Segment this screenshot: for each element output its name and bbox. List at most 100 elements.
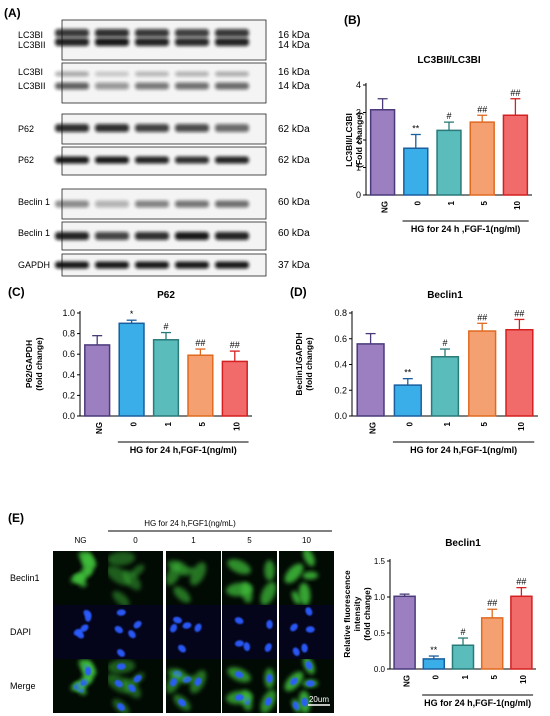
blot-band <box>135 200 169 208</box>
cell-cytoplasm <box>173 586 191 603</box>
bar <box>436 129 462 196</box>
blot-band <box>175 29 209 37</box>
blot-protein-label: Beclin 1 <box>18 228 50 238</box>
blot-band <box>135 71 169 77</box>
blot-band <box>95 71 129 77</box>
blot-kda-label: 60 kDa <box>278 228 310 239</box>
cell-cytoplasm <box>166 563 182 586</box>
bar <box>451 644 475 670</box>
micrograph-tile <box>53 605 108 659</box>
category-label: 10 <box>233 421 242 430</box>
significance-mark: ## <box>510 88 520 98</box>
micrograph-background <box>108 605 163 659</box>
category-label: 0 <box>432 674 441 679</box>
bar <box>469 121 495 196</box>
blot-band <box>175 82 209 90</box>
y-tick-label: 1.0 <box>62 308 75 318</box>
blot-band <box>95 261 129 269</box>
micrograph-tile <box>222 605 277 659</box>
cell-nucleus <box>84 666 92 676</box>
cell-nucleus <box>292 701 300 711</box>
cell-nucleus <box>194 623 202 633</box>
micrograph-tile <box>108 605 163 659</box>
significance-mark: ** <box>404 368 412 378</box>
y-axis-label: (fold change) <box>304 337 314 391</box>
blot-band <box>55 71 89 77</box>
cell-nucleus <box>305 626 315 633</box>
blot-band <box>135 261 169 269</box>
blot-band <box>95 38 129 46</box>
significance-mark: ## <box>516 577 526 587</box>
bar <box>221 360 248 417</box>
y-tick-label: 0.8 <box>334 308 347 318</box>
cell-cytoplasm <box>189 562 207 586</box>
blot-protein-label: GAPDH <box>18 260 50 270</box>
cell-nucleus <box>114 679 123 688</box>
bar <box>369 109 396 196</box>
y-axis-label: (Fold change) <box>354 112 364 168</box>
x-axis-label: HG for 24 h,FGF-1(ng/ml) <box>130 445 237 455</box>
cell-cytoplasm <box>226 582 253 597</box>
micrograph-tile <box>166 551 221 605</box>
blot-protein-label: LC3BII <box>18 81 46 91</box>
panel-label-a: (A) <box>4 6 21 20</box>
blot-band <box>55 38 89 46</box>
category-label: NG <box>95 422 104 434</box>
category-label: 5 <box>480 421 489 426</box>
blot-band <box>215 71 249 77</box>
y-axis-label: intensity <box>352 596 362 631</box>
micrograph-tile <box>108 551 163 605</box>
micrograph-tile <box>222 551 277 605</box>
y-tick-label: 1 <box>356 163 361 173</box>
blot-band <box>95 29 129 37</box>
panel-label-b: (B) <box>344 13 361 27</box>
y-tick-label: 0.0 <box>374 665 386 674</box>
bar <box>502 114 529 196</box>
blot-band <box>95 156 129 164</box>
significance-mark: ** <box>430 645 438 655</box>
blot-band <box>135 82 169 90</box>
cell-nucleus <box>234 617 244 625</box>
cell-cytoplasm <box>130 564 145 577</box>
bar <box>422 658 446 670</box>
significance-mark: # <box>446 111 451 121</box>
cell-nucleus <box>116 609 126 616</box>
cell-nucleus <box>264 697 272 706</box>
micrograph-tile <box>279 551 334 605</box>
cell-nucleus <box>234 671 244 679</box>
cell-nucleus <box>170 623 178 633</box>
blot-4: P62 62 kDa <box>18 146 310 176</box>
blot-band <box>135 124 169 132</box>
cell-nucleus <box>194 677 202 687</box>
western-blot-panel: LC3BI 16 kDa LC3BII 14 kDa LC3BI 16 kDa LC3BII… <box>18 19 310 277</box>
blot-kda-label: 16 kDa <box>278 67 310 78</box>
y-tick-label: 4 <box>356 80 361 90</box>
blot-band <box>55 200 89 208</box>
category-label: 5 <box>480 200 489 205</box>
blot-7: GAPDH 37 kDa <box>18 253 310 277</box>
blot-band <box>175 71 209 77</box>
blot-band <box>135 232 169 240</box>
blot-band <box>135 156 169 164</box>
y-axis-label: Beclin1/GAPDH <box>294 332 304 395</box>
blot-band <box>175 124 209 132</box>
cell-nucleus <box>117 649 125 657</box>
micrograph-column-label: 5 <box>247 536 252 545</box>
blot-band <box>55 124 89 132</box>
blot-band <box>135 29 169 37</box>
blot-protein-label: P62 <box>18 155 34 165</box>
category-label: 10 <box>519 674 528 683</box>
blot-band <box>215 82 249 90</box>
bar <box>393 384 422 417</box>
cell-nucleus <box>301 643 308 653</box>
blot-band <box>215 261 249 269</box>
blot-band <box>55 156 89 164</box>
cell-nucleus <box>264 643 272 652</box>
blot-kda-label: 14 kDa <box>278 40 310 51</box>
bar <box>118 322 145 417</box>
category-label: 1 <box>461 674 470 679</box>
cell-nucleus <box>117 703 125 711</box>
significance-mark: ## <box>477 312 487 322</box>
